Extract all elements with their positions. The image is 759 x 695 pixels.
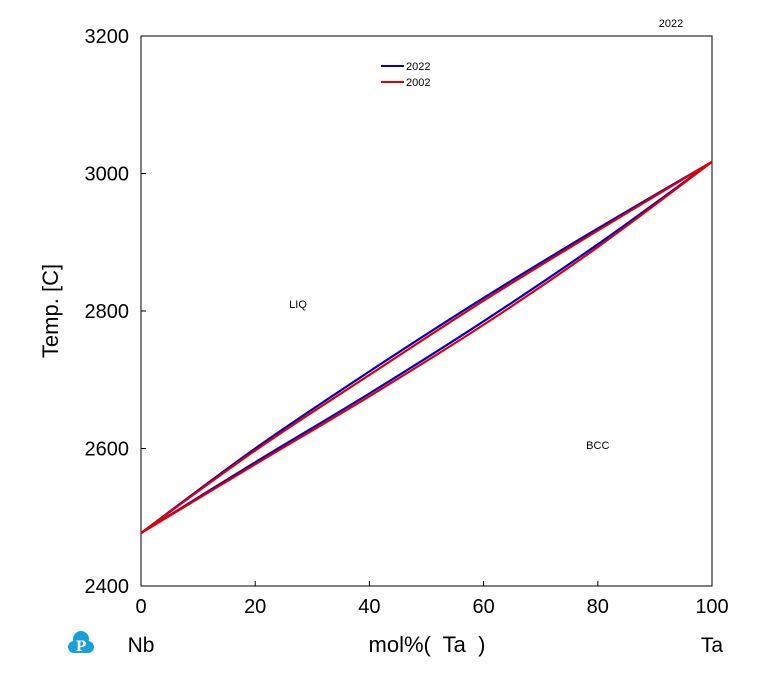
pandat-logo: P: [68, 631, 94, 655]
series-2002-liquidus-line: [140, 160, 713, 534]
x-tick-label: 60: [472, 596, 494, 618]
x-tick-label: 0: [135, 596, 146, 618]
y-axis-title: Temp. [C]: [38, 264, 63, 358]
y-tick-label: 3200: [85, 26, 130, 48]
x-left-element-label: Nb: [128, 634, 155, 657]
x-tick-label: 20: [244, 596, 266, 618]
logo-letter: P: [76, 639, 87, 655]
axis-ticks: 0 20 40 60 80 100 2400 2600 2800 3000 3200: [85, 26, 729, 618]
series-2022-liquidus-line: [140, 160, 713, 534]
phase-label-bcc: BCC: [586, 440, 609, 452]
y-tick-label: 3000: [85, 164, 130, 186]
phase-label-liq: LIQ: [289, 299, 307, 311]
legend-label-2022: 2022: [406, 61, 430, 73]
series-2022-solidus-line: [140, 160, 713, 534]
x-tick-label: 40: [358, 596, 380, 618]
x-tick-label: 100: [695, 596, 728, 618]
plot-frame: [140, 35, 713, 587]
logo-shape: [74, 643, 88, 653]
series-2002-solidus-line: [140, 160, 713, 535]
y-tick-label: 2800: [85, 301, 130, 323]
phase-boundary-curves: [140, 160, 713, 535]
y-tick-label: 2400: [85, 576, 130, 598]
x-right-element-label: Ta: [701, 634, 724, 657]
legend: 2022 2002: [381, 61, 430, 89]
x-axis-title: mol%( Ta ): [369, 632, 486, 657]
y-tick-label: 2600: [85, 439, 130, 461]
corner-label: 2022: [659, 18, 683, 30]
legend-label-2002: 2002: [406, 77, 430, 89]
x-tick-label: 80: [587, 596, 609, 618]
